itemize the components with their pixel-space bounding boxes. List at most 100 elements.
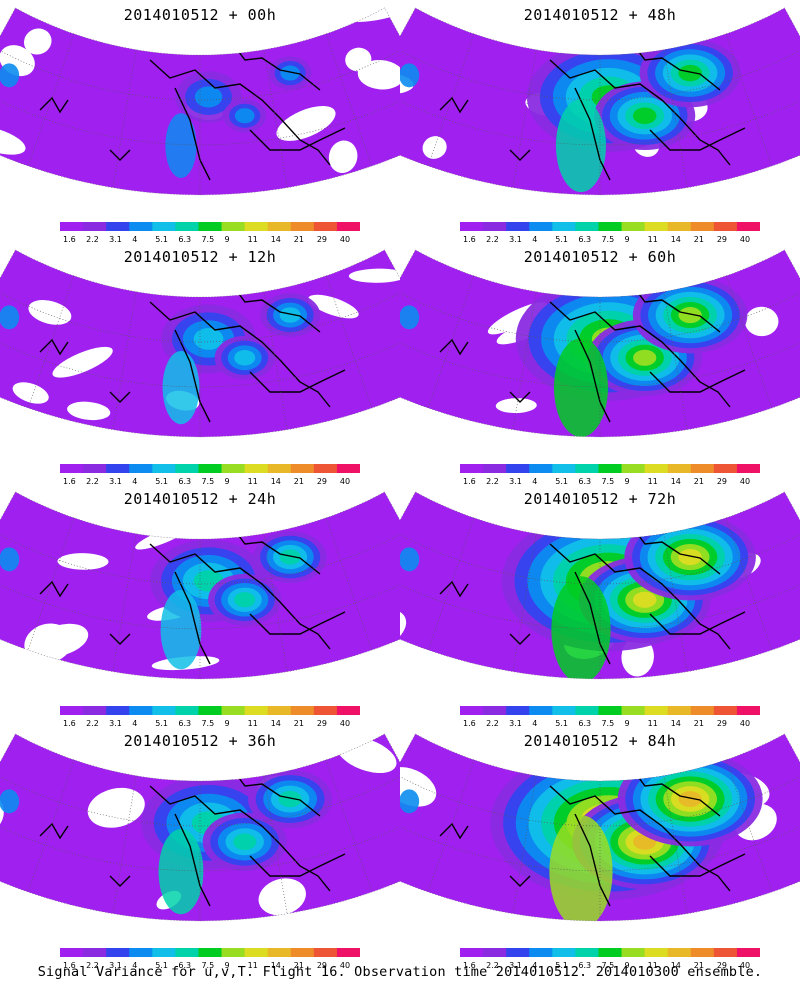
colorbar-tick-label: 4 xyxy=(532,961,537,970)
colorbar-swatch xyxy=(529,948,553,957)
colorbar-swatch xyxy=(621,706,646,715)
colorbar-tick-label: 11 xyxy=(248,961,258,970)
colorbar-swatch xyxy=(175,222,199,231)
colorbar-tick-label: 21 xyxy=(294,961,304,970)
colorbar: 1.6 2.2 3.1 4 5.1 6.3 7.5 9 11 14 21 29 40 xyxy=(60,222,360,244)
colorbar-swatch xyxy=(460,222,484,231)
colorbar-tick-label: 14 xyxy=(671,477,681,486)
colorbar-tick-label: 1.6 xyxy=(63,961,76,970)
colorbar-swatch xyxy=(129,948,153,957)
colorbar-swatch xyxy=(152,222,176,231)
colorbar-swatch xyxy=(667,222,692,231)
colorbar-swatch xyxy=(552,948,576,957)
colorbar-swatch xyxy=(221,222,246,231)
colorbar-swatch xyxy=(483,222,507,231)
colorbar-tick-label: 14 xyxy=(271,477,281,486)
colorbar-tick-label: 9 xyxy=(225,235,230,244)
colorbar-swatch xyxy=(313,706,338,715)
colorbar-swatch xyxy=(290,464,315,473)
colorbar-swatch xyxy=(290,948,315,957)
colorbar-tick-label: 29 xyxy=(317,235,327,244)
colorbar-swatch xyxy=(106,948,130,957)
colorbar-swatch xyxy=(598,948,623,957)
colorbar-swatch xyxy=(106,706,130,715)
colorbar: 1.6 2.2 3.1 4 5.1 6.3 7.5 9 11 14 21 29 40 xyxy=(460,464,760,486)
colorbar-tick-label: 7.5 xyxy=(201,961,214,970)
colorbar-swatch xyxy=(621,948,646,957)
colorbar-tick-label: 4 xyxy=(132,961,137,970)
colorbar-swatch xyxy=(483,706,507,715)
colorbar-tick-label: 6.3 xyxy=(178,477,191,486)
colorbar-swatch xyxy=(575,464,599,473)
colorbar-swatch xyxy=(690,464,715,473)
colorbar-swatch xyxy=(598,222,623,231)
colorbar-tick-label: 2.2 xyxy=(86,235,99,244)
panel-title: 2014010512 + 24h xyxy=(123,490,277,508)
colorbar-swatch xyxy=(313,464,338,473)
colorbar-swatch xyxy=(690,222,715,231)
colorbar-swatch xyxy=(152,464,176,473)
colorbar-swatch xyxy=(460,464,484,473)
colorbar-swatch xyxy=(713,464,738,473)
colorbar-swatch xyxy=(736,706,760,715)
colorbar-tick-label: 2.2 xyxy=(86,477,99,486)
colorbar-swatch xyxy=(313,222,338,231)
colorbar-swatch xyxy=(667,464,692,473)
colorbar-swatch xyxy=(460,706,484,715)
colorbar-tick-label: 14 xyxy=(271,719,281,728)
colorbar-swatch xyxy=(529,222,553,231)
colorbar-swatch xyxy=(175,948,199,957)
colorbar-tick-label: 29 xyxy=(717,961,727,970)
colorbar-swatch xyxy=(506,222,530,231)
colorbar-tick-label: 6.3 xyxy=(578,961,591,970)
colorbar-swatch xyxy=(644,464,669,473)
colorbar-tick-label: 29 xyxy=(717,235,727,244)
colorbar-swatch xyxy=(644,222,669,231)
colorbar-tick-label: 21 xyxy=(694,961,704,970)
colorbar-tick-label: 5.1 xyxy=(555,477,568,486)
colorbar: 1.6 2.2 3.1 4 5.1 6.3 7.5 9 11 14 21 29 40 xyxy=(60,948,360,970)
colorbar-tick-label: 1.6 xyxy=(463,477,476,486)
colorbar-swatch xyxy=(83,222,107,231)
colorbar-swatch xyxy=(290,222,315,231)
colorbar-tick-label: 4 xyxy=(532,719,537,728)
colorbar-tick-label: 5.1 xyxy=(155,719,168,728)
colorbar-tick-label: 11 xyxy=(248,477,258,486)
colorbar-swatch xyxy=(552,222,576,231)
colorbar-swatch xyxy=(244,222,269,231)
colorbar-tick-label: 11 xyxy=(648,961,658,970)
colorbar-tick-label: 40 xyxy=(740,235,750,244)
colorbar-tick-label: 2.2 xyxy=(486,719,499,728)
colorbar-tick-label: 3.1 xyxy=(109,477,122,486)
colorbar-swatch xyxy=(529,706,553,715)
colorbar-swatch xyxy=(336,706,360,715)
panel-title: 2014010512 + 84h xyxy=(523,732,677,750)
colorbar-tick-label: 29 xyxy=(317,477,327,486)
colorbar-swatch xyxy=(129,706,153,715)
colorbar-tick-label: 5.1 xyxy=(555,961,568,970)
variance-map xyxy=(400,249,800,438)
colorbar-swatch xyxy=(336,222,360,231)
colorbar-swatch xyxy=(713,222,738,231)
colorbar-swatch xyxy=(60,464,84,473)
colorbar-tick-label: 7.5 xyxy=(601,719,614,728)
colorbar-swatch xyxy=(336,948,360,957)
colorbar-tick-label: 3.1 xyxy=(509,961,522,970)
variance-map xyxy=(0,7,400,196)
colorbar-swatch xyxy=(267,706,292,715)
colorbar-tick-label: 40 xyxy=(340,477,350,486)
colorbar-tick-label: 1.6 xyxy=(463,961,476,970)
colorbar-tick-label: 29 xyxy=(717,719,727,728)
colorbar-swatch xyxy=(198,948,223,957)
map-panel-1: 2014010512 + 00h 1.6 2.2 3.1 4 5.1 6.3 7.5 9 11 14… xyxy=(0,0,400,244)
colorbar-tick-label: 5.1 xyxy=(555,719,568,728)
colorbar-swatch xyxy=(267,464,292,473)
colorbar-swatch xyxy=(575,222,599,231)
colorbar-swatch xyxy=(736,222,760,231)
map-panel-5: 2014010512 + 24h 1.6 2.2 3.1 4 5.1 6.3 7.5 9 11 14… xyxy=(0,484,400,728)
colorbar-tick-label: 4 xyxy=(132,719,137,728)
colorbar-tick-label: 21 xyxy=(294,235,304,244)
colorbar-tick-label: 6.3 xyxy=(178,961,191,970)
colorbar-tick-label: 5.1 xyxy=(155,477,168,486)
figure-caption: Signal Variance for u,v,T. Flight 16. Ob… xyxy=(37,964,763,980)
